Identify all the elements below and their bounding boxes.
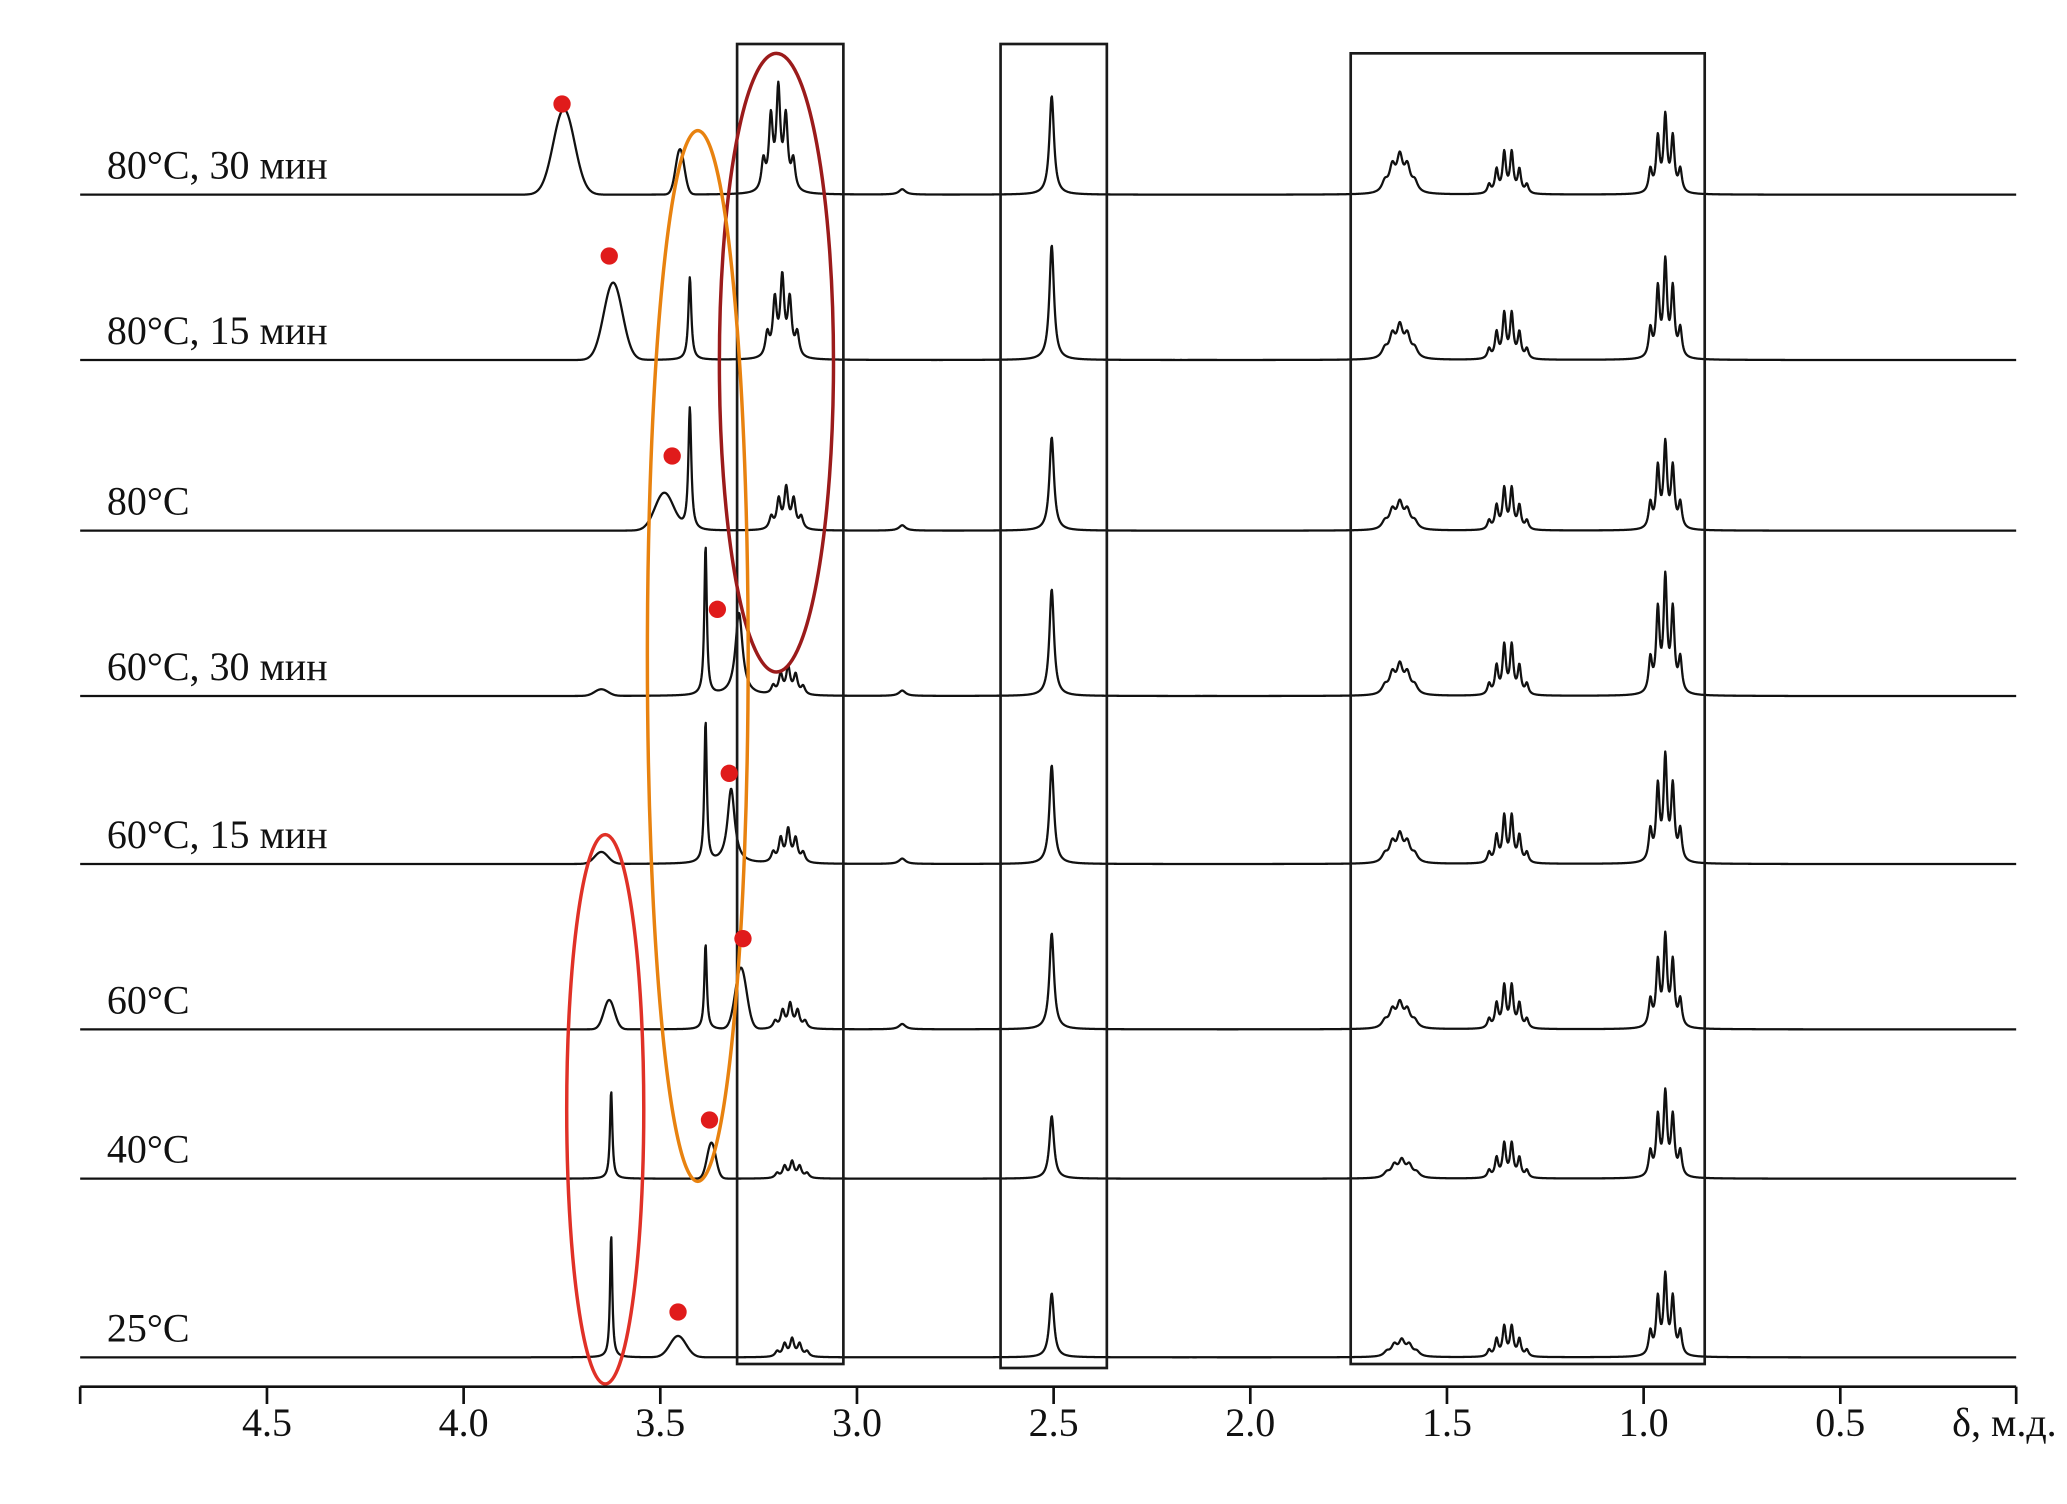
spectrum-trace: [79, 1087, 2017, 1180]
peak-marker-dot: [553, 95, 571, 113]
x-axis-tick-label: 1.5: [1422, 1400, 1472, 1445]
spectrum-trace: [79, 80, 2017, 196]
spectrum-trace: [79, 721, 2017, 866]
peak-marker-dot: [700, 1111, 719, 1129]
peak-marker-dot: [708, 600, 727, 618]
spectrum-trace: [79, 546, 2017, 698]
highlight-ellipse: [717, 51, 836, 674]
x-axis-tick-label: 3.0: [832, 1400, 882, 1445]
peak-marker-dot: [734, 930, 752, 948]
spectrum-label: 80°C: [107, 479, 190, 524]
x-axis-tick-label: 3.5: [635, 1400, 685, 1445]
spectrum-label: 60°C: [107, 977, 190, 1022]
spectrum-trace: [79, 244, 2017, 362]
highlight-box: [1349, 52, 1707, 1366]
spectrum-trace: [79, 406, 2017, 532]
spectrum-label: 80°C, 15 мин: [107, 308, 328, 353]
peak-marker-dot: [720, 764, 738, 782]
x-axis-tick-label: 2.0: [1225, 1400, 1275, 1445]
peak-marker-dot: [600, 247, 618, 265]
spectrum-label: 40°C: [107, 1127, 190, 1172]
x-axis-tick-label: 0.5: [1815, 1400, 1865, 1445]
peak-marker-dot: [663, 447, 681, 465]
spectrum-label: 60°C, 15 мин: [107, 812, 328, 857]
x-axis-tick-label: 4.0: [439, 1400, 489, 1445]
peak-marker-dot: [669, 1303, 687, 1321]
spectrum-label: 80°C, 30 мин: [107, 143, 328, 188]
x-axis-tick-label: 4.5: [242, 1400, 292, 1445]
highlight-ellipse: [645, 128, 750, 1184]
highlight-box: [735, 42, 845, 1366]
highlight-box: [999, 42, 1109, 1370]
spectrum-trace: [79, 930, 2017, 1031]
x-axis-tick-label: 1.0: [1619, 1400, 1669, 1445]
spectrum-trace: [79, 1236, 2017, 1359]
x-axis-tick-label: 2.5: [1029, 1400, 1079, 1445]
spectrum-label: 25°C: [107, 1305, 190, 1350]
x-axis-title: δ, м.д.: [1952, 1400, 2057, 1445]
highlight-ellipse: [564, 832, 646, 1386]
spectrum-label: 60°C, 30 мин: [107, 644, 328, 689]
